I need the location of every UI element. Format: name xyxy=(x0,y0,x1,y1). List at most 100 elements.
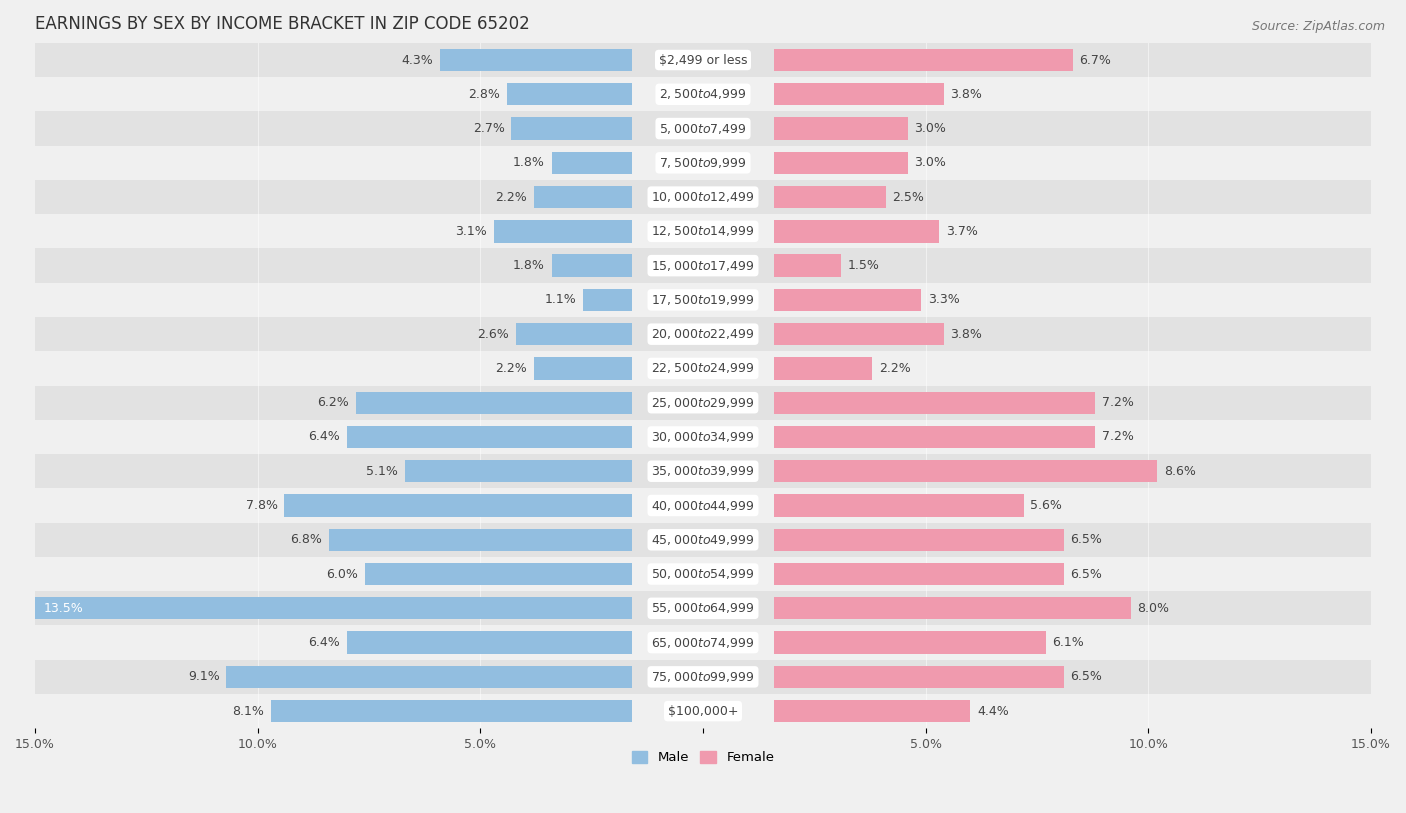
Bar xyxy=(775,357,872,380)
Bar xyxy=(271,700,631,722)
Text: $20,000 to $22,499: $20,000 to $22,499 xyxy=(651,327,755,341)
Text: 3.1%: 3.1% xyxy=(456,225,486,238)
Bar xyxy=(35,523,1371,557)
Bar xyxy=(31,598,631,620)
Text: $35,000 to $39,999: $35,000 to $39,999 xyxy=(651,464,755,478)
Text: 7.8%: 7.8% xyxy=(246,499,277,512)
Bar xyxy=(329,528,631,551)
Bar xyxy=(284,494,631,516)
Text: 3.0%: 3.0% xyxy=(914,122,946,135)
Bar xyxy=(35,385,1371,420)
Text: 6.5%: 6.5% xyxy=(1070,533,1102,546)
Bar xyxy=(775,563,1064,585)
Text: 3.0%: 3.0% xyxy=(914,156,946,169)
Bar xyxy=(512,117,631,140)
Text: 6.4%: 6.4% xyxy=(308,430,340,443)
Text: $30,000 to $34,999: $30,000 to $34,999 xyxy=(651,430,755,444)
Text: 6.1%: 6.1% xyxy=(1053,636,1084,649)
Text: 6.8%: 6.8% xyxy=(290,533,322,546)
Legend: Male, Female: Male, Female xyxy=(626,746,780,770)
Bar xyxy=(775,632,1046,654)
Text: 6.5%: 6.5% xyxy=(1070,671,1102,684)
Bar xyxy=(582,289,631,311)
Bar xyxy=(775,528,1064,551)
Bar xyxy=(35,659,1371,694)
Bar xyxy=(775,49,1073,72)
Bar xyxy=(534,186,631,208)
Bar xyxy=(347,426,631,448)
Bar xyxy=(508,83,631,106)
Bar xyxy=(775,700,970,722)
Text: 2.8%: 2.8% xyxy=(468,88,501,101)
Text: 8.0%: 8.0% xyxy=(1137,602,1170,615)
Bar xyxy=(516,323,631,346)
Bar xyxy=(35,77,1371,111)
Bar xyxy=(775,666,1064,688)
Bar xyxy=(775,220,939,242)
Text: 3.7%: 3.7% xyxy=(946,225,977,238)
Text: $100,000+: $100,000+ xyxy=(668,705,738,718)
Bar xyxy=(775,117,908,140)
Bar xyxy=(775,186,886,208)
Text: $10,000 to $12,499: $10,000 to $12,499 xyxy=(651,190,755,204)
Bar xyxy=(364,563,631,585)
Text: 1.1%: 1.1% xyxy=(544,293,576,307)
Text: 6.2%: 6.2% xyxy=(318,396,349,409)
Bar xyxy=(775,289,921,311)
Text: 9.1%: 9.1% xyxy=(188,671,219,684)
Text: 1.8%: 1.8% xyxy=(513,156,546,169)
Text: 1.5%: 1.5% xyxy=(848,259,880,272)
Bar xyxy=(775,83,943,106)
Bar xyxy=(405,460,631,482)
Text: 3.3%: 3.3% xyxy=(928,293,960,307)
Bar xyxy=(35,694,1371,728)
Bar xyxy=(35,489,1371,523)
Text: $65,000 to $74,999: $65,000 to $74,999 xyxy=(651,636,755,650)
Text: 1.8%: 1.8% xyxy=(513,259,546,272)
Text: Source: ZipAtlas.com: Source: ZipAtlas.com xyxy=(1251,20,1385,33)
Text: 3.8%: 3.8% xyxy=(950,328,981,341)
Bar xyxy=(551,152,631,174)
Text: $2,499 or less: $2,499 or less xyxy=(659,54,747,67)
Bar xyxy=(35,249,1371,283)
Text: 6.4%: 6.4% xyxy=(308,636,340,649)
Bar xyxy=(35,146,1371,180)
Text: $7,500 to $9,999: $7,500 to $9,999 xyxy=(659,156,747,170)
Bar xyxy=(551,254,631,276)
Text: 2.7%: 2.7% xyxy=(472,122,505,135)
Bar xyxy=(775,323,943,346)
Text: 6.0%: 6.0% xyxy=(326,567,359,580)
Text: $2,500 to $4,999: $2,500 to $4,999 xyxy=(659,87,747,102)
Text: $25,000 to $29,999: $25,000 to $29,999 xyxy=(651,396,755,410)
Bar xyxy=(775,254,841,276)
Bar xyxy=(775,494,1024,516)
Text: 2.6%: 2.6% xyxy=(478,328,509,341)
Bar xyxy=(440,49,631,72)
Text: $40,000 to $44,999: $40,000 to $44,999 xyxy=(651,498,755,512)
Text: $75,000 to $99,999: $75,000 to $99,999 xyxy=(651,670,755,684)
Text: 2.5%: 2.5% xyxy=(893,190,924,203)
Text: $55,000 to $64,999: $55,000 to $64,999 xyxy=(651,602,755,615)
Text: 5.1%: 5.1% xyxy=(366,465,398,478)
Text: 2.2%: 2.2% xyxy=(495,362,527,375)
Bar xyxy=(35,420,1371,454)
Bar xyxy=(347,632,631,654)
Bar xyxy=(775,460,1157,482)
Bar xyxy=(35,215,1371,249)
Bar xyxy=(35,111,1371,146)
Text: 8.1%: 8.1% xyxy=(232,705,264,718)
Bar xyxy=(35,454,1371,489)
Text: 7.2%: 7.2% xyxy=(1102,430,1133,443)
Bar xyxy=(356,392,631,414)
Text: 13.5%: 13.5% xyxy=(44,602,83,615)
Bar xyxy=(775,598,1130,620)
Bar xyxy=(35,180,1371,215)
Text: $15,000 to $17,499: $15,000 to $17,499 xyxy=(651,259,755,272)
Text: EARNINGS BY SEX BY INCOME BRACKET IN ZIP CODE 65202: EARNINGS BY SEX BY INCOME BRACKET IN ZIP… xyxy=(35,15,530,33)
Bar xyxy=(35,283,1371,317)
Text: 5.6%: 5.6% xyxy=(1031,499,1062,512)
Text: 2.2%: 2.2% xyxy=(879,362,911,375)
Text: 3.8%: 3.8% xyxy=(950,88,981,101)
Bar xyxy=(226,666,631,688)
Bar xyxy=(35,43,1371,77)
